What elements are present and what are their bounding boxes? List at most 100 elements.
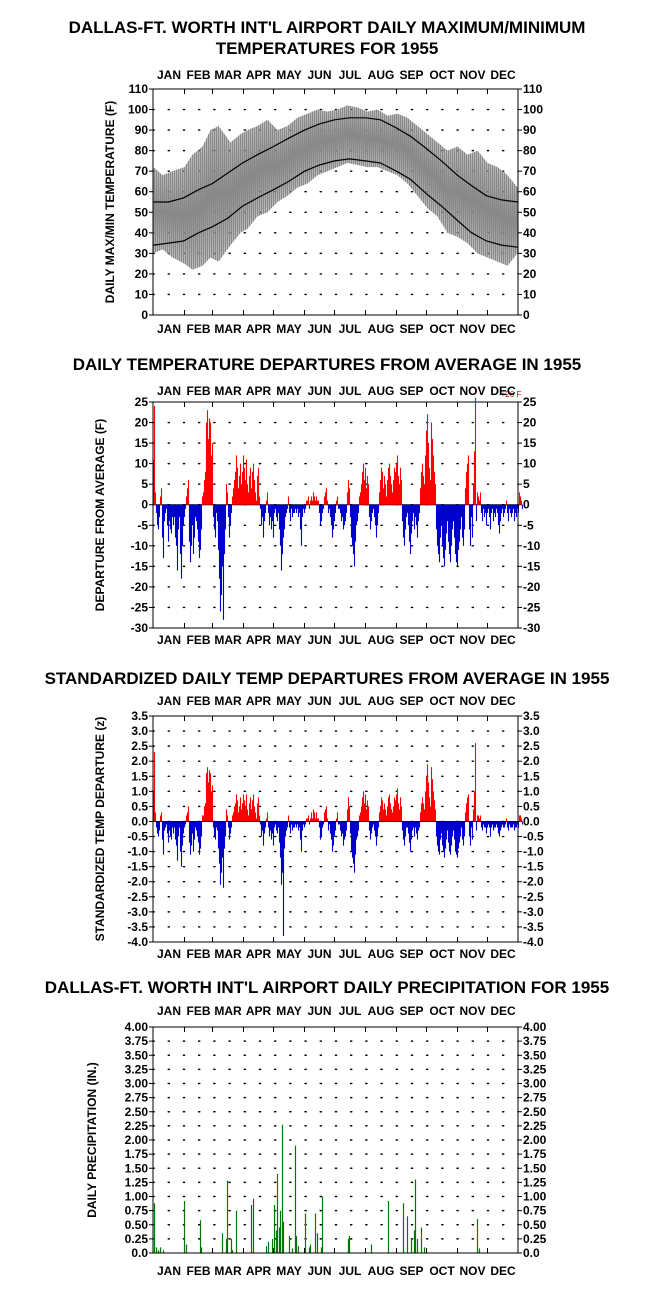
y-tick-label: -1.0 [523,845,544,859]
y-tick-label: 20 [523,416,537,430]
month-label-jul: JUL [339,947,362,961]
daily-temperature-trace [153,105,518,270]
y-tick-label: 40 [135,226,149,240]
month-label-apr: APR [246,1004,272,1018]
y-tick-label: 1.25 [125,1175,149,1189]
y-tick-label: -4.0 [127,935,148,949]
month-label-jan: JAN [157,322,181,336]
standardized-y-ticks-right: -4.0-3.5-3.0-2.5-2.0-1.5-1.0-0.50.00.51.… [523,709,544,949]
y-tick-label: 25 [523,395,537,409]
month-label-may: MAY [276,1004,302,1018]
departure-y-axis-label: DEPARTURE FROM AVERAGE (F) [93,419,107,611]
y-tick-label: 0 [141,498,148,512]
month-label-oct: OCT [429,68,455,82]
month-label-dec: DEC [490,384,516,398]
month-label-sep: SEP [399,322,423,336]
month-label-aug: AUG [368,384,395,398]
y-tick-label: 1.00 [125,1190,149,1204]
y-tick-label: 0.25 [523,1232,547,1246]
departure-y-ticks-left: -30 -25 -20 -15 -10 -5 0 5 10 15 20 25 [131,395,149,635]
y-tick-label: 5 [141,477,148,491]
y-tick-label: 50 [523,205,537,219]
month-label-sep: SEP [399,68,423,82]
y-tick-label: 0.0 [523,1246,540,1260]
temperature-title-line-1: DALLAS-FT. WORTH INT'L AIRPORT DAILY MAX… [69,18,586,37]
y-tick-label: 0.0 [523,814,540,828]
month-label-jun: JUN [307,947,331,961]
month-label-apr: APR [246,633,272,647]
month-label-nov: NOV [459,1264,485,1278]
y-tick-label: 2.00 [523,1133,547,1147]
y-tick-label: 25 [135,395,149,409]
month-label-sep: SEP [399,694,423,708]
month-label-jan: JAN [157,633,181,647]
y-tick-label: -1.0 [127,845,148,859]
month-label-may: MAY [276,322,302,336]
y-tick-label: -5 [137,518,148,532]
y-tick-label: -2.0 [523,875,544,889]
y-tick-label: 1.00 [523,1190,547,1204]
month-label-jul: JUL [339,384,362,398]
month-label-mar: MAR [214,1004,242,1018]
y-tick-label: -2.5 [127,890,148,904]
month-label-dec: DEC [490,1004,516,1018]
month-label-jan: JAN [157,947,181,961]
y-tick-label: 60 [523,185,537,199]
departure-peak-annotation: +26 F [501,390,522,399]
y-tick-label: 30 [523,246,537,260]
precipitation-bars [153,1124,481,1253]
month-label-nov: NOV [459,633,485,647]
y-tick-label: 3.0 [523,724,540,738]
month-label-oct: OCT [429,694,455,708]
standardized-panel: STANDARDIZED DAILY TEMP DEPARTURES FROM … [45,669,610,961]
y-tick-label: 20 [523,267,537,281]
y-tick-label: 0 [141,308,148,322]
y-tick-label: -15 [523,559,541,573]
y-tick-label: -3.0 [127,905,148,919]
y-tick-label: 0.50 [125,1218,149,1232]
standardized-month-labels-top: JAN FEB MAR APR MAY JUN JUL AUG SEP OCT NOV DEC [157,694,516,708]
temperature-y-ticks-left: 0 10 20 30 40 50 60 70 80 90 100 110 [128,82,148,322]
y-tick-label: -2.5 [523,890,544,904]
y-tick-label: -1.5 [523,860,544,874]
y-tick-label: 2.00 [125,1133,149,1147]
month-label-sep: SEP [399,947,423,961]
month-label-feb: FEB [187,384,211,398]
y-tick-label: 0.0 [131,1246,148,1260]
y-tick-label: -0.5 [523,830,544,844]
departure-month-labels-bottom: JAN FEB MAR APR MAY JUN JUL AUG SEP OCT NOV DEC [157,633,516,647]
month-label-aug: AUG [368,947,395,961]
month-label-sep: SEP [399,1004,423,1018]
month-label-may: MAY [276,1264,302,1278]
y-tick-label: 2.25 [523,1119,547,1133]
month-label-jun: JUN [307,1264,331,1278]
departure-panel: DAILY TEMPERATURE DEPARTURES FROM AVERAG… [73,355,582,647]
month-label-nov: NOV [459,322,485,336]
month-label-jan: JAN [157,1004,181,1018]
y-tick-label: 20 [135,267,149,281]
month-label-jun: JUN [307,694,331,708]
month-label-nov: NOV [459,1004,485,1018]
month-label-apr: APR [246,68,272,82]
temperature-series [153,105,518,270]
y-tick-label: 3.0 [131,724,148,738]
y-tick-label: -3.5 [127,920,148,934]
y-tick-label: 4.00 [125,1020,149,1034]
y-tick-label: 3.00 [523,1077,547,1091]
y-tick-label: -0.5 [127,830,148,844]
y-tick-label: -30 [131,621,149,635]
y-tick-label: 10 [523,287,537,301]
y-tick-label: 2.50 [125,1105,149,1119]
y-tick-label: 3.75 [125,1034,149,1048]
month-label-apr: APR [246,322,272,336]
month-label-mar: MAR [214,633,242,647]
temperature-month-labels-top: JAN FEB MAR APR MAY JUN JUL AUG SEP OCT NOV DEC [157,68,516,82]
y-tick-label: 2.5 [131,739,148,753]
month-label-apr: APR [246,384,272,398]
month-label-feb: FEB [187,947,211,961]
month-label-jan: JAN [157,68,181,82]
y-tick-label: 2.75 [523,1091,547,1105]
standardized-plot-frame [152,715,519,943]
